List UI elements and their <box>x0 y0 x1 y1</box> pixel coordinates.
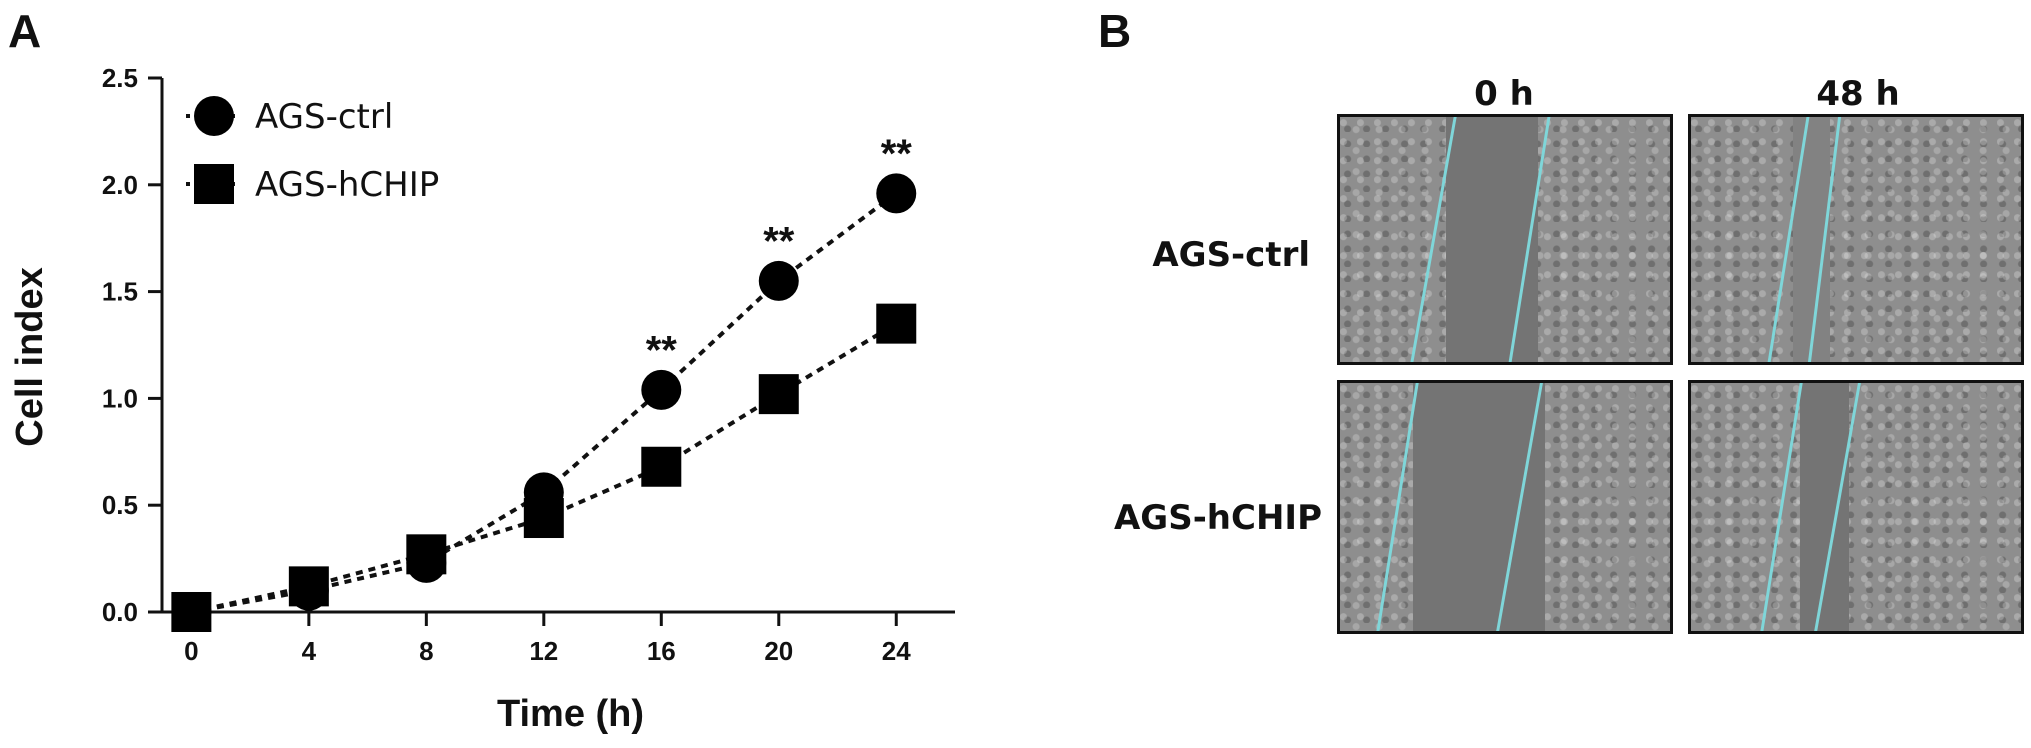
x-tick-label: 16 <box>647 636 676 666</box>
y-tick-label: 1.5 <box>102 277 138 307</box>
cell-index-chart: 0.0 0.5 1.0 1.5 2.0 2.5 0 4 8 12 16 20 24 Time (h) Cel… <box>9 63 955 735</box>
micrograph-ctrl-0h <box>1337 114 1673 365</box>
x-tick-label: 0 <box>184 636 198 666</box>
data-point-ags-ctrl <box>758 260 799 301</box>
x-tick-label: 4 <box>302 636 317 666</box>
column-label-0h: 0 h <box>1474 74 1534 114</box>
panel-a-label: A <box>8 5 42 57</box>
y-tick-label: 1.0 <box>102 383 138 413</box>
data-point-ags-hchip <box>171 592 212 632</box>
y-tick-label: 0.5 <box>102 490 138 520</box>
x-tick-label: 8 <box>419 636 433 666</box>
micrograph-ctrl-48h <box>1688 114 2024 365</box>
panel-b-label: B <box>1098 5 1132 57</box>
data-point-ags-ctrl <box>876 173 917 214</box>
y-tick-label: 0.0 <box>102 597 138 627</box>
significance-annotation: ** <box>881 132 913 176</box>
y-tick-label: 2.0 <box>102 170 138 200</box>
data-point-ags-hchip <box>758 374 799 415</box>
x-tick-label: 24 <box>882 636 911 666</box>
significance-annotation: ** <box>646 328 678 372</box>
data-point-ags-ctrl <box>641 369 682 410</box>
legend-label-ags-ctrl: AGS-ctrl <box>255 97 393 137</box>
data-point-ags-hchip <box>523 498 564 539</box>
row-label-ags-ctrl: AGS-ctrl <box>1152 235 1310 275</box>
significance-annotation: ** <box>763 219 795 263</box>
micrograph-hchip-0h <box>1337 380 1673 634</box>
y-axis-label: Cell index <box>9 267 51 447</box>
data-point-ags-hchip <box>876 303 917 344</box>
x-tick-label: 12 <box>529 636 558 666</box>
legend-marker-ags-ctrl <box>194 96 234 136</box>
data-point-ags-hchip <box>288 566 329 607</box>
legend-marker-ags-hchip <box>194 164 234 204</box>
x-axis-label: Time (h) <box>497 693 644 735</box>
x-tick-label: 20 <box>764 636 793 666</box>
legend-label-ags-hchip: AGS-hCHIP <box>255 165 439 205</box>
y-tick-label: 2.5 <box>102 63 138 93</box>
data-point-ags-hchip <box>406 534 447 575</box>
row-label-ags-hchip: AGS-hCHIP <box>1113 498 1322 538</box>
column-label-48h: 48 h <box>1816 74 1900 114</box>
micrograph-hchip-48h <box>1688 380 2024 634</box>
data-point-ags-hchip <box>641 446 682 487</box>
